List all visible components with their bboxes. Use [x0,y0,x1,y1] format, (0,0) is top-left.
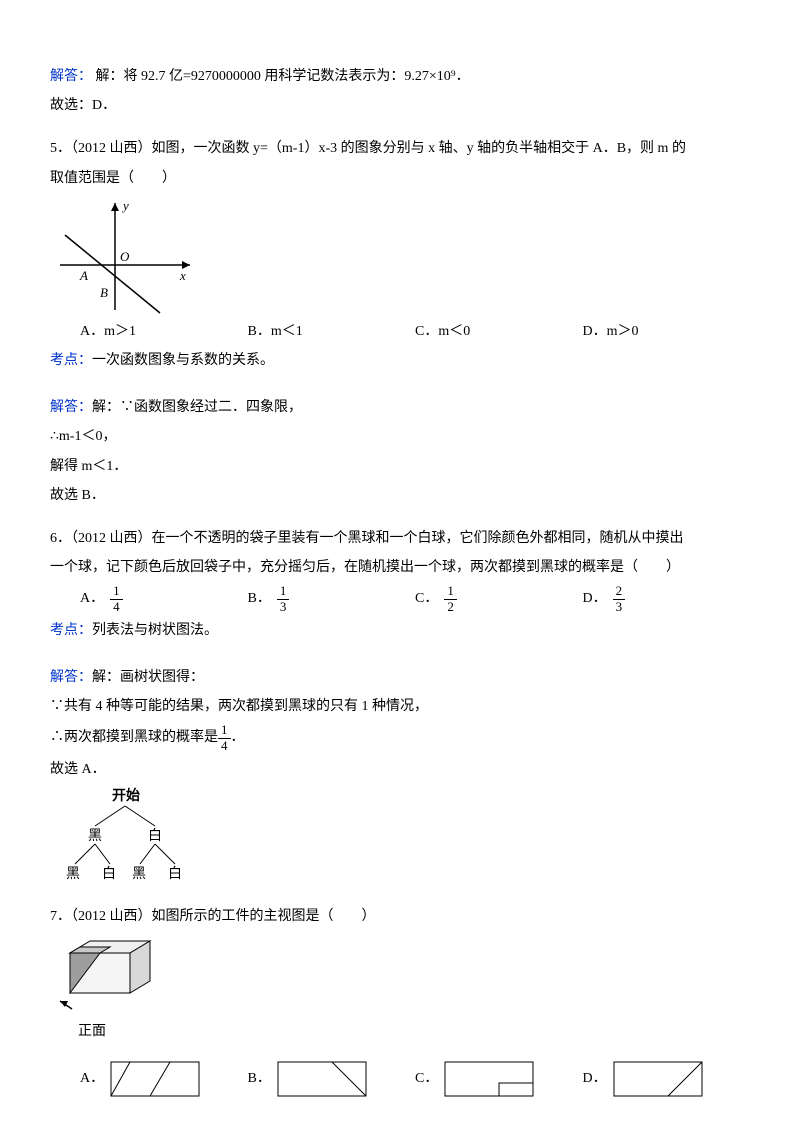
svg-text:黑: 黑 [66,867,80,882]
fraction-icon: 23 [613,584,626,614]
q7-option-b[interactable]: B． [248,1061,416,1097]
q4-answer: 解答： 解：将 92.7 亿=9270000000 用科学记数法表示为：9.27… [50,64,750,89]
q6-answer-l4: 故选 A． [50,757,750,782]
svg-text:O: O [120,249,130,264]
q4-conclusion: 故选：D． [50,93,750,118]
svg-text:黑: 黑 [88,829,102,844]
option-b-shape [277,1061,367,1097]
q6-kaodian: 考点：列表法与树状图法。 [50,618,750,643]
q7-option-c[interactable]: C． [415,1061,583,1097]
answer-label: 解答： [50,400,92,415]
q5-stem-1: 5．（2012 山西）如图，一次函数 y=（m-1）x-3 的图象分别与 x 轴… [50,136,750,161]
fraction-icon: 14 [110,584,123,614]
svg-text:x: x [179,268,186,283]
svg-text:白: 白 [148,828,162,844]
q7-option-a[interactable]: A． [80,1061,248,1097]
tree-root: 开始 [112,787,140,804]
svg-text:黑: 黑 [132,867,146,882]
option-c-shape [444,1061,534,1097]
q7-front-label: 正面 [78,1019,750,1044]
q7-stem: 7．（2012 山西）如图所示的工件的主视图是（ ） [50,904,750,929]
answer-label: 解答： [50,670,92,685]
q5-kaodian: 考点：一次函数图象与系数的关系。 [50,348,750,373]
kaodian-label: 考点： [50,623,92,638]
question-6: 6．（2012 山西）在一个不透明的袋子里装有一个黑球和一个白球，它们除颜色外都… [50,526,750,886]
q6-answer-l3: ∴两次都摸到黑球的概率是14． [50,723,750,753]
q5-graph: y x O A B [50,195,200,315]
fraction-icon: 14 [218,723,231,753]
q6-option-c[interactable]: C． 12 [415,584,583,614]
svg-text:白: 白 [102,866,116,882]
question-5: 5．（2012 山西）如图，一次函数 y=（m-1）x-3 的图象分别与 x 轴… [50,136,750,508]
answer-label: 解答： [50,69,92,84]
q5-answer-l2: ∴m-1＜0， [50,424,750,449]
q7-option-d[interactable]: D． [583,1061,751,1097]
q4-answer-text: 解：将 92.7 亿=9270000000 用科学记数法表示为：9.27×10⁹… [96,69,470,84]
q7-solid-figure [50,933,160,1023]
q6-stem-2: 一个球，记下颜色后放回袋子中，充分摇匀后，在随机摸出一个球，两次都摸到黑球的概率… [50,555,750,580]
q6-option-d[interactable]: D． 23 [583,584,751,614]
q6-options: A． 14 B． 13 C． 12 D． 23 [80,584,750,614]
kaodian-label: 考点： [50,353,92,368]
q5-option-a[interactable]: A．m＞1 [80,319,248,344]
q6-stem-1: 6．（2012 山西）在一个不透明的袋子里装有一个黑球和一个白球，它们除颜色外都… [50,526,750,551]
q6-answer-l1: 解答：解：画树状图得： [50,665,750,690]
q6-tree-diagram: 开始 黑 白 黑 白 黑 白 [50,786,220,886]
q5-answer-l4: 故选 B． [50,483,750,508]
q7-options: A． B． C． D． [80,1061,750,1097]
svg-text:y: y [121,198,129,213]
option-a-shape [110,1061,200,1097]
q6-answer-l2: ∵共有 4 种等可能的结果，两次都摸到黑球的只有 1 种情况， [50,694,750,719]
q5-option-d[interactable]: D．m＞0 [583,319,751,344]
q5-answer-l1: 解答：解：∵函数图象经过二．四象限， [50,395,750,420]
q5-options: A．m＞1 B．m＜1 C．m＜0 D．m＞0 [80,319,750,344]
fraction-icon: 12 [444,584,457,614]
svg-text:白: 白 [168,866,182,882]
q5-stem-2: 取值范围是（ ） [50,166,750,191]
option-d-shape [613,1061,703,1097]
q5-answer-l3: 解得 m＜1． [50,454,750,479]
svg-text:B: B [100,285,108,300]
q5-option-b[interactable]: B．m＜1 [248,319,416,344]
q6-option-a[interactable]: A． 14 [80,584,248,614]
svg-text:A: A [79,268,88,283]
question-7: 7．（2012 山西）如图所示的工件的主视图是（ ） 正面 A． B． [50,904,750,1096]
q5-option-c[interactable]: C．m＜0 [415,319,583,344]
fraction-icon: 13 [277,584,290,614]
q6-option-b[interactable]: B． 13 [248,584,416,614]
